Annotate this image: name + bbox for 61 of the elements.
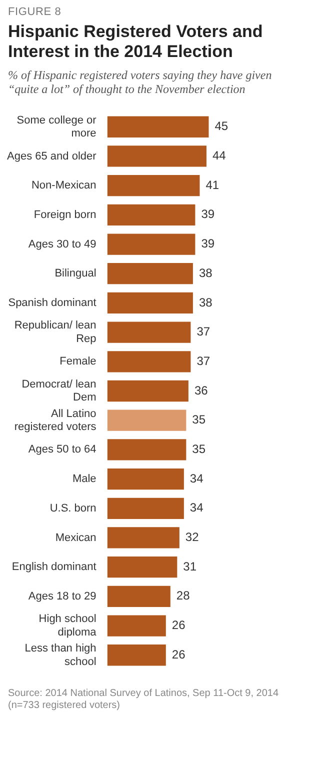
bar: [107, 498, 184, 519]
data-label: 36: [194, 383, 208, 398]
data-label: 26: [172, 618, 186, 632]
y-tick-label: Mexican: [55, 532, 96, 544]
bar: [107, 380, 188, 402]
y-tick-label: Ages 50 to 64: [28, 444, 96, 456]
data-label: 32: [185, 530, 200, 544]
caption: FIGURE 8: [8, 6, 62, 18]
y-tick-label: Ages 30 to 49: [28, 238, 96, 250]
data-label: 38: [198, 295, 213, 310]
y-tick-label: Foreign born: [34, 208, 96, 221]
bar: [107, 586, 170, 607]
data-label: 35: [192, 442, 206, 456]
chart-subtitle: % of Hispanic registered voters saying they have given “quite a lot” of thought to the November election: [8, 68, 273, 96]
y-tick-label: Ages 18 to 29: [28, 590, 96, 602]
y-tick-label: U.S. born: [50, 502, 96, 514]
bar: [107, 556, 178, 578]
bar: [107, 644, 166, 666]
bar: [107, 234, 196, 255]
data-label: 37: [196, 324, 210, 339]
bar: [107, 527, 180, 548]
y-tick-label: Some college or more: [16, 114, 97, 140]
bar: [107, 146, 206, 167]
y-tick-label: All Latino registered voters: [14, 408, 97, 433]
data-label: 38: [198, 266, 213, 280]
bar: [107, 263, 193, 284]
y-tick-label: Bilingual: [54, 268, 96, 280]
bar: [107, 410, 186, 431]
data-label: 34: [190, 471, 204, 486]
y-tick-label: Non-Mexican: [31, 180, 96, 192]
data-label: 28: [176, 588, 190, 603]
bar: [107, 116, 209, 138]
y-tick-label: Less than high school: [24, 642, 96, 668]
data-label: 39: [201, 207, 215, 222]
data-label: 31: [183, 559, 197, 574]
bar: [107, 439, 186, 460]
source-note: Source: 2014 National Survey of Latinos, Sep 11-Oct 9, 2014 (n=733 registered voters): [8, 688, 280, 712]
data-label: 45: [214, 119, 228, 134]
y-tick-label: Democrat/ lean Dem: [22, 378, 96, 404]
y-tick-label: English dominant: [12, 561, 96, 574]
bar: [107, 351, 191, 372]
data-label: 35: [192, 412, 206, 427]
data-label: 34: [190, 500, 204, 515]
data-label: 39: [201, 236, 215, 251]
data-label: 44: [212, 148, 226, 163]
bar: [107, 468, 184, 490]
y-tick-label: Male: [72, 473, 96, 486]
y-tick-label: Spanish dominant: [8, 296, 96, 309]
data-label: 26: [172, 647, 186, 662]
bar: [107, 204, 196, 226]
y-tick-label: Republican/ lean Rep: [14, 320, 96, 345]
data-label: 41: [206, 178, 220, 192]
chart-title: Hispanic Registered Voters and Interest in the 2014 Election: [8, 22, 264, 62]
data-label: 37: [196, 354, 210, 368]
bar: [107, 292, 193, 314]
y-tick-label: Female: [60, 356, 96, 368]
y-tick-label: High school diploma: [38, 613, 98, 638]
bar: [107, 615, 166, 636]
bar: [107, 322, 191, 343]
bar: [107, 175, 200, 196]
y-tick-label: Ages 65 and older: [6, 150, 97, 162]
